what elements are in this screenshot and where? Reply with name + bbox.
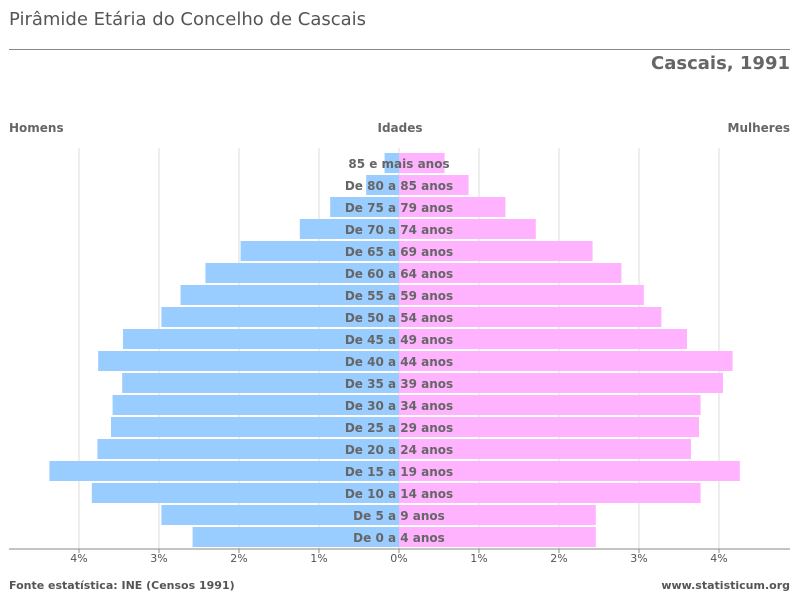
bar-women bbox=[399, 329, 687, 349]
age-group-label: De 45 a 49 anos bbox=[345, 333, 453, 347]
age-group-label: De 65 a 69 anos bbox=[345, 245, 453, 259]
x-tick-label: 3% bbox=[150, 552, 167, 565]
x-tick-label: 4% bbox=[710, 552, 727, 565]
x-tick-label: 2% bbox=[230, 552, 247, 565]
bar-men bbox=[240, 241, 399, 261]
x-tick-label: 3% bbox=[630, 552, 647, 565]
age-group-label: De 20 a 24 anos bbox=[345, 443, 453, 457]
bar-women bbox=[399, 373, 723, 393]
age-group-label: De 15 a 19 anos bbox=[345, 465, 453, 479]
bar-men bbox=[112, 395, 399, 415]
bar-men bbox=[111, 417, 399, 437]
age-group-label: De 50 a 54 anos bbox=[345, 311, 453, 325]
bar-men bbox=[97, 439, 400, 459]
age-group-label: De 55 a 59 anos bbox=[345, 289, 453, 303]
age-group-label: De 35 a 39 anos bbox=[345, 377, 453, 391]
age-group-label: De 0 a 4 anos bbox=[353, 531, 445, 545]
bar-women bbox=[399, 241, 593, 261]
age-group-label: De 25 a 29 anos bbox=[345, 421, 453, 435]
bar-women bbox=[399, 307, 662, 327]
source-note: Fonte estatística: INE (Censos 1991) bbox=[9, 579, 235, 592]
bar-men bbox=[192, 527, 399, 547]
title-divider bbox=[9, 49, 790, 50]
bar-men bbox=[161, 505, 399, 525]
age-group-label: De 60 a 64 anos bbox=[345, 267, 453, 281]
bar-men bbox=[299, 219, 399, 239]
bar-women bbox=[399, 395, 701, 415]
age-group-label: De 5 a 9 anos bbox=[353, 509, 445, 523]
age-group-label: De 10 a 14 anos bbox=[345, 487, 453, 501]
women-label: Mulheres bbox=[727, 121, 790, 135]
bar-women bbox=[399, 505, 596, 525]
bar-men bbox=[330, 197, 399, 217]
x-tick-label: 1% bbox=[470, 552, 487, 565]
bar-women bbox=[399, 483, 701, 503]
bar-women bbox=[399, 175, 469, 195]
age-group-label: De 80 a 85 anos bbox=[345, 179, 453, 193]
age-group-label: De 75 a 79 anos bbox=[345, 201, 453, 215]
site-link[interactable]: www.statisticum.org bbox=[661, 579, 790, 592]
chart-subtitle: Cascais, 1991 bbox=[651, 53, 790, 74]
bar-women bbox=[399, 219, 536, 239]
bar-men bbox=[384, 153, 399, 173]
x-tick-label: 4% bbox=[70, 552, 87, 565]
bar-women bbox=[399, 527, 596, 547]
age-group-label: De 70 a 74 anos bbox=[345, 223, 453, 237]
bar-men bbox=[122, 373, 399, 393]
bar-women bbox=[399, 285, 644, 305]
bar-men bbox=[366, 175, 399, 195]
bar-women bbox=[399, 417, 699, 437]
ages-label: Idades bbox=[377, 121, 423, 135]
bar-women bbox=[399, 153, 445, 173]
bar-women bbox=[399, 197, 506, 217]
bar-men bbox=[161, 307, 399, 327]
bar-men bbox=[205, 263, 399, 283]
bar-men bbox=[98, 351, 399, 371]
bar-women bbox=[399, 351, 733, 371]
bar-women bbox=[399, 263, 622, 283]
bar-men bbox=[49, 461, 400, 481]
bar-men bbox=[91, 483, 400, 503]
age-group-label: 85 e mais anos bbox=[348, 157, 449, 171]
age-group-label: De 40 a 44 anos bbox=[345, 355, 453, 369]
bar-women bbox=[399, 439, 691, 459]
x-tick-label: 2% bbox=[550, 552, 567, 565]
bar-men bbox=[123, 329, 399, 349]
bar-women bbox=[399, 461, 740, 481]
chart-title: Pirâmide Etária do Concelho de Cascais bbox=[9, 9, 367, 30]
age-group-label: De 30 a 34 anos bbox=[345, 399, 453, 413]
bar-men bbox=[180, 285, 399, 305]
x-tick-label: 0% bbox=[390, 552, 407, 565]
men-label: Homens bbox=[9, 121, 64, 135]
x-tick-label: 1% bbox=[310, 552, 327, 565]
